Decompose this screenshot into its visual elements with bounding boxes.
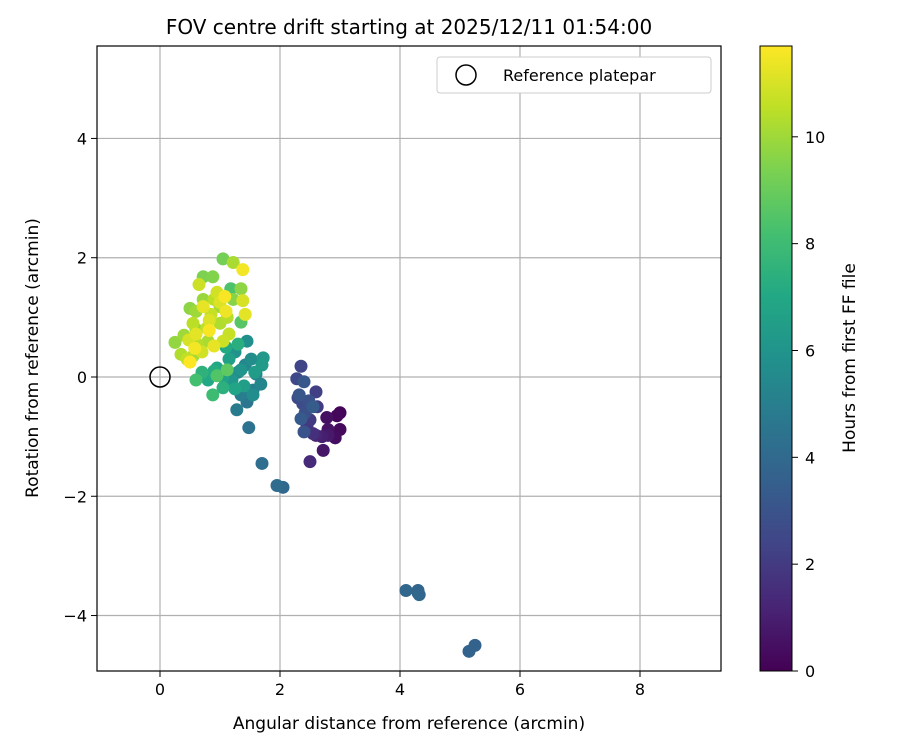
data-points <box>168 252 482 658</box>
legend-box <box>436 56 712 94</box>
data-point <box>234 363 248 377</box>
y-axis-label: Rotation from reference (arcmin) <box>23 218 43 498</box>
y-tick-label: 0 <box>77 368 87 387</box>
data-point <box>192 278 206 292</box>
colorbar-tick-label: 10 <box>805 128 825 147</box>
data-point <box>294 412 308 426</box>
data-point <box>255 456 269 470</box>
data-point <box>188 341 202 355</box>
data-point <box>238 307 252 321</box>
data-point <box>168 335 182 349</box>
y-tick-label: −4 <box>63 607 87 626</box>
x-tick-label: 8 <box>635 680 645 699</box>
data-point <box>183 355 197 369</box>
data-point <box>202 323 216 337</box>
colorbar: 0 2 4 6 8 10 Hours from first FF file <box>759 45 860 681</box>
data-point <box>412 588 426 602</box>
data-point <box>216 381 230 395</box>
data-point <box>222 352 236 366</box>
y-tick-label: 4 <box>77 129 87 148</box>
data-point <box>186 316 200 330</box>
data-point <box>196 300 210 314</box>
plot-frame <box>96 45 722 672</box>
data-point <box>254 377 268 391</box>
data-point <box>189 327 203 341</box>
data-point <box>244 352 258 366</box>
data-point <box>236 263 250 277</box>
x-axis-label: Angular distance from reference (arcmin) <box>233 714 585 734</box>
data-point <box>230 403 244 417</box>
data-point <box>246 388 260 402</box>
colorbar-tick-label: 4 <box>805 448 815 467</box>
plot-area <box>97 46 721 671</box>
data-point <box>210 369 224 383</box>
data-point <box>228 382 242 396</box>
data-point <box>309 385 323 399</box>
data-point <box>231 337 245 351</box>
x-tick-label: 6 <box>515 680 525 699</box>
data-point <box>242 421 256 435</box>
colorbar-label: Hours from first FF file <box>840 263 860 453</box>
axis-ticks: 0 2 4 6 8 −4 −2 0 2 4 <box>63 129 645 699</box>
legend: Reference platepar <box>436 56 712 94</box>
data-point <box>218 289 232 303</box>
y-tick-label: −2 <box>63 487 87 506</box>
data-point <box>226 255 240 269</box>
data-point <box>270 479 284 493</box>
colorbar-tick-label: 2 <box>805 555 815 574</box>
x-tick-label: 0 <box>155 680 165 699</box>
data-point <box>206 270 220 284</box>
reference-point-marker <box>149 366 171 388</box>
colorbar-tick-label: 8 <box>805 235 815 254</box>
colorbar-tick-label: 6 <box>805 341 815 360</box>
data-point <box>297 375 311 389</box>
data-point <box>292 388 306 402</box>
legend-label: Reference platepar <box>503 66 656 85</box>
data-point <box>220 363 234 377</box>
data-point <box>330 409 344 423</box>
colorbar-ticks: 0 2 4 6 8 10 <box>792 128 825 681</box>
data-point <box>306 400 320 414</box>
x-tick-label: 4 <box>395 680 405 699</box>
x-tick-label: 2 <box>275 680 285 699</box>
data-point <box>320 411 334 425</box>
data-point <box>207 339 221 353</box>
data-point <box>399 583 413 597</box>
data-point <box>316 443 330 457</box>
data-point <box>189 373 203 387</box>
data-point <box>202 313 216 327</box>
chart-title: FOV centre drift starting at 2025/12/11 … <box>166 15 652 39</box>
data-point <box>462 644 476 658</box>
data-point <box>236 294 250 308</box>
data-point <box>216 252 230 266</box>
data-point <box>294 359 308 373</box>
y-tick-label: 2 <box>77 249 87 268</box>
data-point <box>303 455 317 469</box>
legend-marker <box>455 64 477 86</box>
data-point <box>297 425 311 439</box>
colorbar-tick-label: 0 <box>805 662 815 681</box>
colorbar-gradient <box>759 45 793 672</box>
data-point <box>219 304 233 318</box>
data-point <box>234 282 248 296</box>
data-point <box>206 388 220 402</box>
data-point <box>248 365 262 379</box>
